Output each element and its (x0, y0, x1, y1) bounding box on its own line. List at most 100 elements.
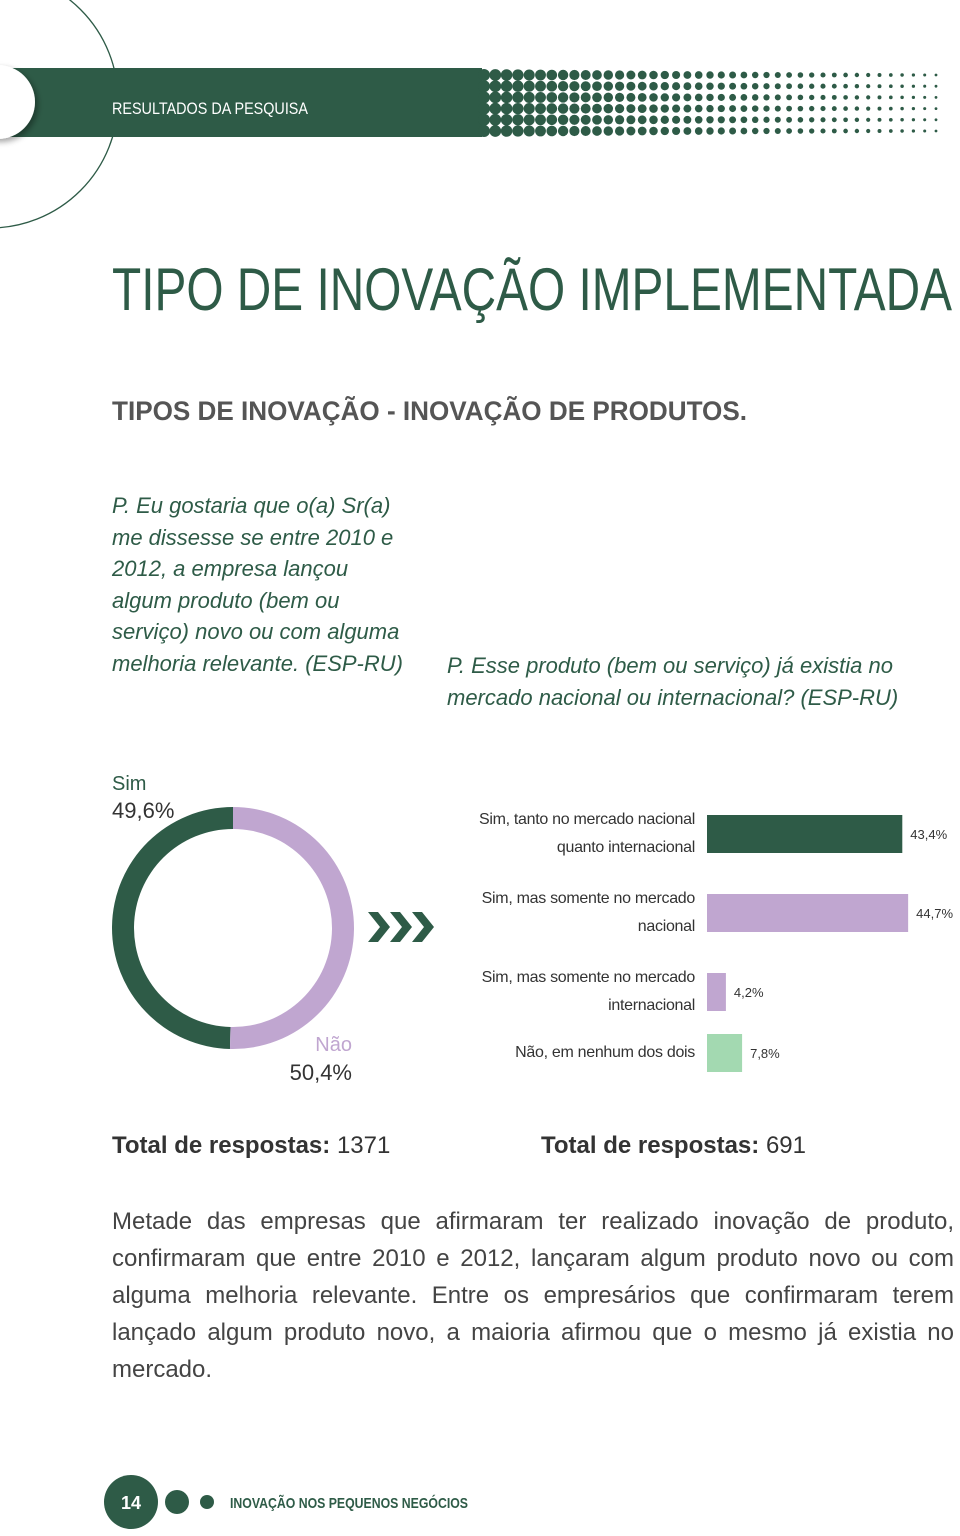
dot (683, 71, 692, 79)
dot (797, 94, 804, 101)
dot (854, 128, 860, 134)
dot (637, 104, 647, 113)
dot (557, 114, 569, 125)
dot (603, 103, 614, 114)
bar (707, 1034, 743, 1072)
question: P. Eu gostaria que o(a) Sr(a) me dissess… (112, 493, 403, 676)
bar (707, 894, 909, 932)
dot (569, 103, 580, 114)
dot (900, 95, 904, 100)
category-label: Sim, mas somente no mercado internaciona… (481, 969, 696, 1014)
dot (580, 81, 591, 92)
dot (900, 118, 904, 122)
dot (877, 106, 882, 111)
dot (649, 104, 658, 113)
dot (603, 126, 614, 136)
category-label: Não, em nenhum dos dois (515, 1044, 695, 1061)
dot (626, 70, 636, 80)
dot (603, 81, 614, 91)
dot (478, 69, 490, 81)
category-label: Não (315, 1034, 352, 1056)
dot (820, 72, 826, 78)
dot (923, 84, 927, 88)
dot (923, 107, 927, 111)
dot (774, 71, 781, 79)
dot (569, 92, 580, 103)
dot (797, 83, 804, 89)
total: Total de respostas: 691 (541, 1132, 806, 1160)
dot (546, 125, 558, 137)
page-number: 14 (121, 1493, 141, 1513)
dot (717, 105, 725, 113)
dot (500, 114, 513, 126)
dot (626, 126, 636, 136)
dot (660, 115, 669, 124)
dot (535, 125, 546, 137)
dot (660, 70, 669, 80)
dot (683, 115, 692, 124)
dot (809, 83, 815, 89)
dot (683, 104, 692, 113)
dot (820, 83, 826, 89)
dot (580, 103, 591, 114)
dot (557, 81, 569, 92)
dot (649, 93, 658, 102)
dot (740, 94, 748, 101)
dot (694, 115, 703, 124)
bar (707, 973, 726, 1011)
dot (535, 80, 546, 92)
dot (694, 82, 703, 91)
dot (751, 82, 759, 90)
dot (637, 115, 647, 125)
footer-text: INOVAÇÃO NOS PEQUENOS NEGÓCIOS (230, 1494, 468, 1512)
dot (786, 105, 792, 112)
dot (843, 128, 848, 134)
dot (580, 114, 591, 125)
dot (774, 127, 781, 135)
dot (934, 129, 938, 133)
dot (809, 72, 815, 78)
value-label: 43,4% (910, 826, 948, 842)
dot (603, 115, 614, 125)
dot (478, 80, 490, 93)
dot (751, 71, 759, 79)
dot (614, 70, 625, 80)
dot (866, 95, 871, 100)
dot (911, 118, 916, 122)
dot (843, 83, 848, 89)
dot (888, 95, 893, 100)
dot (546, 114, 558, 126)
dot (489, 69, 502, 81)
dot (683, 82, 692, 91)
dot (557, 69, 569, 81)
dot (763, 94, 770, 101)
dot (592, 114, 602, 125)
dot (683, 127, 692, 135)
dot (592, 126, 602, 136)
dot (649, 81, 658, 91)
dot (820, 94, 826, 100)
dot (729, 82, 737, 90)
dot (672, 70, 681, 80)
dot (500, 102, 513, 115)
dot (717, 127, 725, 135)
dot (763, 83, 770, 90)
dot (672, 115, 681, 124)
dot (729, 127, 737, 135)
dot (489, 91, 502, 104)
dot (854, 106, 860, 111)
donut-segment (229, 807, 354, 1049)
dot (717, 71, 725, 79)
dot (637, 81, 647, 91)
dot (512, 80, 524, 92)
dot (706, 127, 714, 135)
total-value: 691 (765, 1132, 806, 1159)
dot (626, 115, 636, 125)
value-label: 4,2% (733, 984, 764, 1000)
page-circle (104, 1475, 158, 1529)
dot (763, 127, 770, 135)
dot (626, 81, 636, 91)
dot (911, 84, 916, 88)
dot (831, 128, 837, 134)
dot (660, 93, 669, 102)
